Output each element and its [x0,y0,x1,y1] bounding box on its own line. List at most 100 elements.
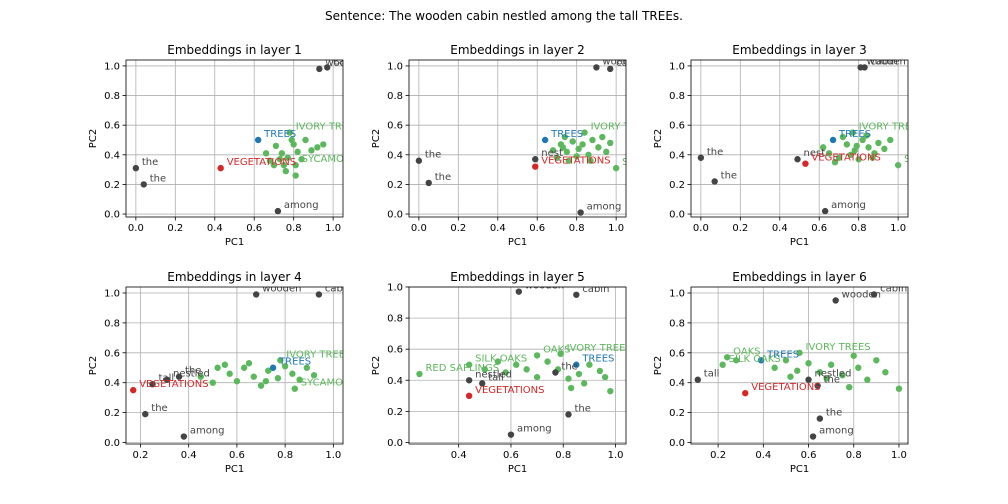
other-word-point [250,373,257,380]
y-tick-label: 0.0 [387,438,403,449]
y-tick-label: 0.6 [669,348,685,359]
other-word-point [831,158,839,166]
other-word-point [240,364,248,371]
target-word-label: TREES [550,129,583,140]
chart-panel-2: 0.0 0.2 0.4 0.6 0.8 1.00.00.20.40.60.81.0IVOR… [371,43,656,248]
other-word-point [233,378,241,385]
context-word-point [465,377,473,384]
context-word-label: the [185,366,201,377]
other-word-point [284,154,291,161]
other-word-point [607,387,614,395]
context-word-label: the [435,172,451,183]
figure-suptitle: Sentence: The wooden cabin nestled among… [325,9,683,23]
context-word-point [315,291,323,298]
y-axis-label: PC2 [88,129,99,148]
x-tick-label: 0.0 [693,223,709,234]
context-word-point [274,207,282,215]
context-word-label: the [826,408,842,419]
context-word-point [142,410,149,418]
other-word-point [719,361,726,368]
other-word-point [553,154,561,161]
y-tick-label: 0.0 [104,438,120,449]
other-word-point [559,144,567,151]
axes-frame [690,59,909,218]
context-word-point [805,376,812,383]
other-word-point [278,150,286,157]
other-word-point [839,372,846,379]
other-word-point [274,375,282,382]
other-word-point [280,161,288,169]
other-word-point [573,153,580,160]
axes-frame [690,286,909,445]
y-tick-label: 1.0 [104,61,120,72]
hypernym-label: VEGETATIONS [751,382,820,393]
x-tick-label: 0.4 [181,450,197,461]
context-word-label: among [587,202,622,213]
other-word-point [494,358,502,365]
panel-title: Embeddings in layer 3 [732,43,866,57]
context-word-label: wooden [842,289,881,300]
other-word-point [855,156,862,163]
x-tick-label: 1.0 [608,450,624,461]
context-word-point [180,433,188,440]
x-tick-label: 0.2 [450,223,466,234]
hypernym-label: VEGETATIONS [475,385,544,396]
context-word-point [415,157,423,164]
panel-title: Embeddings in layer 1 [167,43,301,57]
x-axis-label: PC1 [790,237,809,248]
y-tick-label: 0.0 [669,438,685,449]
chart-panel-5: 0.4 0.6 0.8 1.0 0.0 0.2 0.4 0.6 0.8 1.0 RED SAPLIN… [371,270,627,475]
hypernym-point [465,392,473,400]
other-word-point [847,151,854,158]
context-word-point [697,154,705,161]
context-word-label: cabin [871,56,898,67]
other-word-point [567,384,575,392]
other-word-point [782,357,790,364]
other-word-point [612,164,620,172]
hypernym-label: VEGETATIONS [227,157,296,168]
other-word-point [863,132,870,139]
context-word-label: tall [159,373,175,384]
context-word-point [870,291,878,298]
other-word-label: IVORY TREES [591,122,656,133]
other-word-point [846,383,853,391]
other-word-point [895,385,903,392]
other-word-point [607,139,614,147]
other-word-point [887,136,894,144]
x-tick-label: 0.8 [851,223,867,234]
context-word-point [163,376,171,383]
y-tick-label: 0.4 [669,150,685,161]
y-tick-label: 0.8 [387,314,403,325]
other-word-point [589,136,596,144]
other-word-point [723,354,731,361]
hypernym-label: VEGETATIONS [811,153,880,164]
other-word-point [569,138,576,145]
other-word-point [859,136,866,144]
axes-frame [408,59,627,218]
other-word-point [294,148,301,156]
other-word-point [805,360,812,367]
axes-frame [408,286,627,445]
y-tick-label: 0.2 [387,407,403,418]
y-tick-label: 0.4 [387,150,403,161]
other-word-point [298,156,305,163]
chart-panel-4: 0.2 0.4 0.6 0.8 1.0 0.0 0.2 0.4 0.6 0.8 1.0 IVORY T… [88,270,351,475]
context-word-point [565,411,572,418]
other-word-point [272,142,280,150]
context-word-point [175,373,183,380]
other-word-point [580,380,588,387]
other-word-point [292,161,299,169]
other-word-point [308,147,315,154]
other-word-point [849,129,856,136]
x-tick-label: 0.8 [846,450,862,461]
context-word-point [816,415,824,422]
other-word-point [565,157,572,164]
context-word-point [809,433,817,440]
other-word-label: IVORY TREES [286,349,351,360]
y-axis-label: PC2 [88,356,99,375]
x-tick-label: 0.6 [229,450,245,461]
other-word-point [579,141,586,148]
context-word-label: the [425,150,441,161]
